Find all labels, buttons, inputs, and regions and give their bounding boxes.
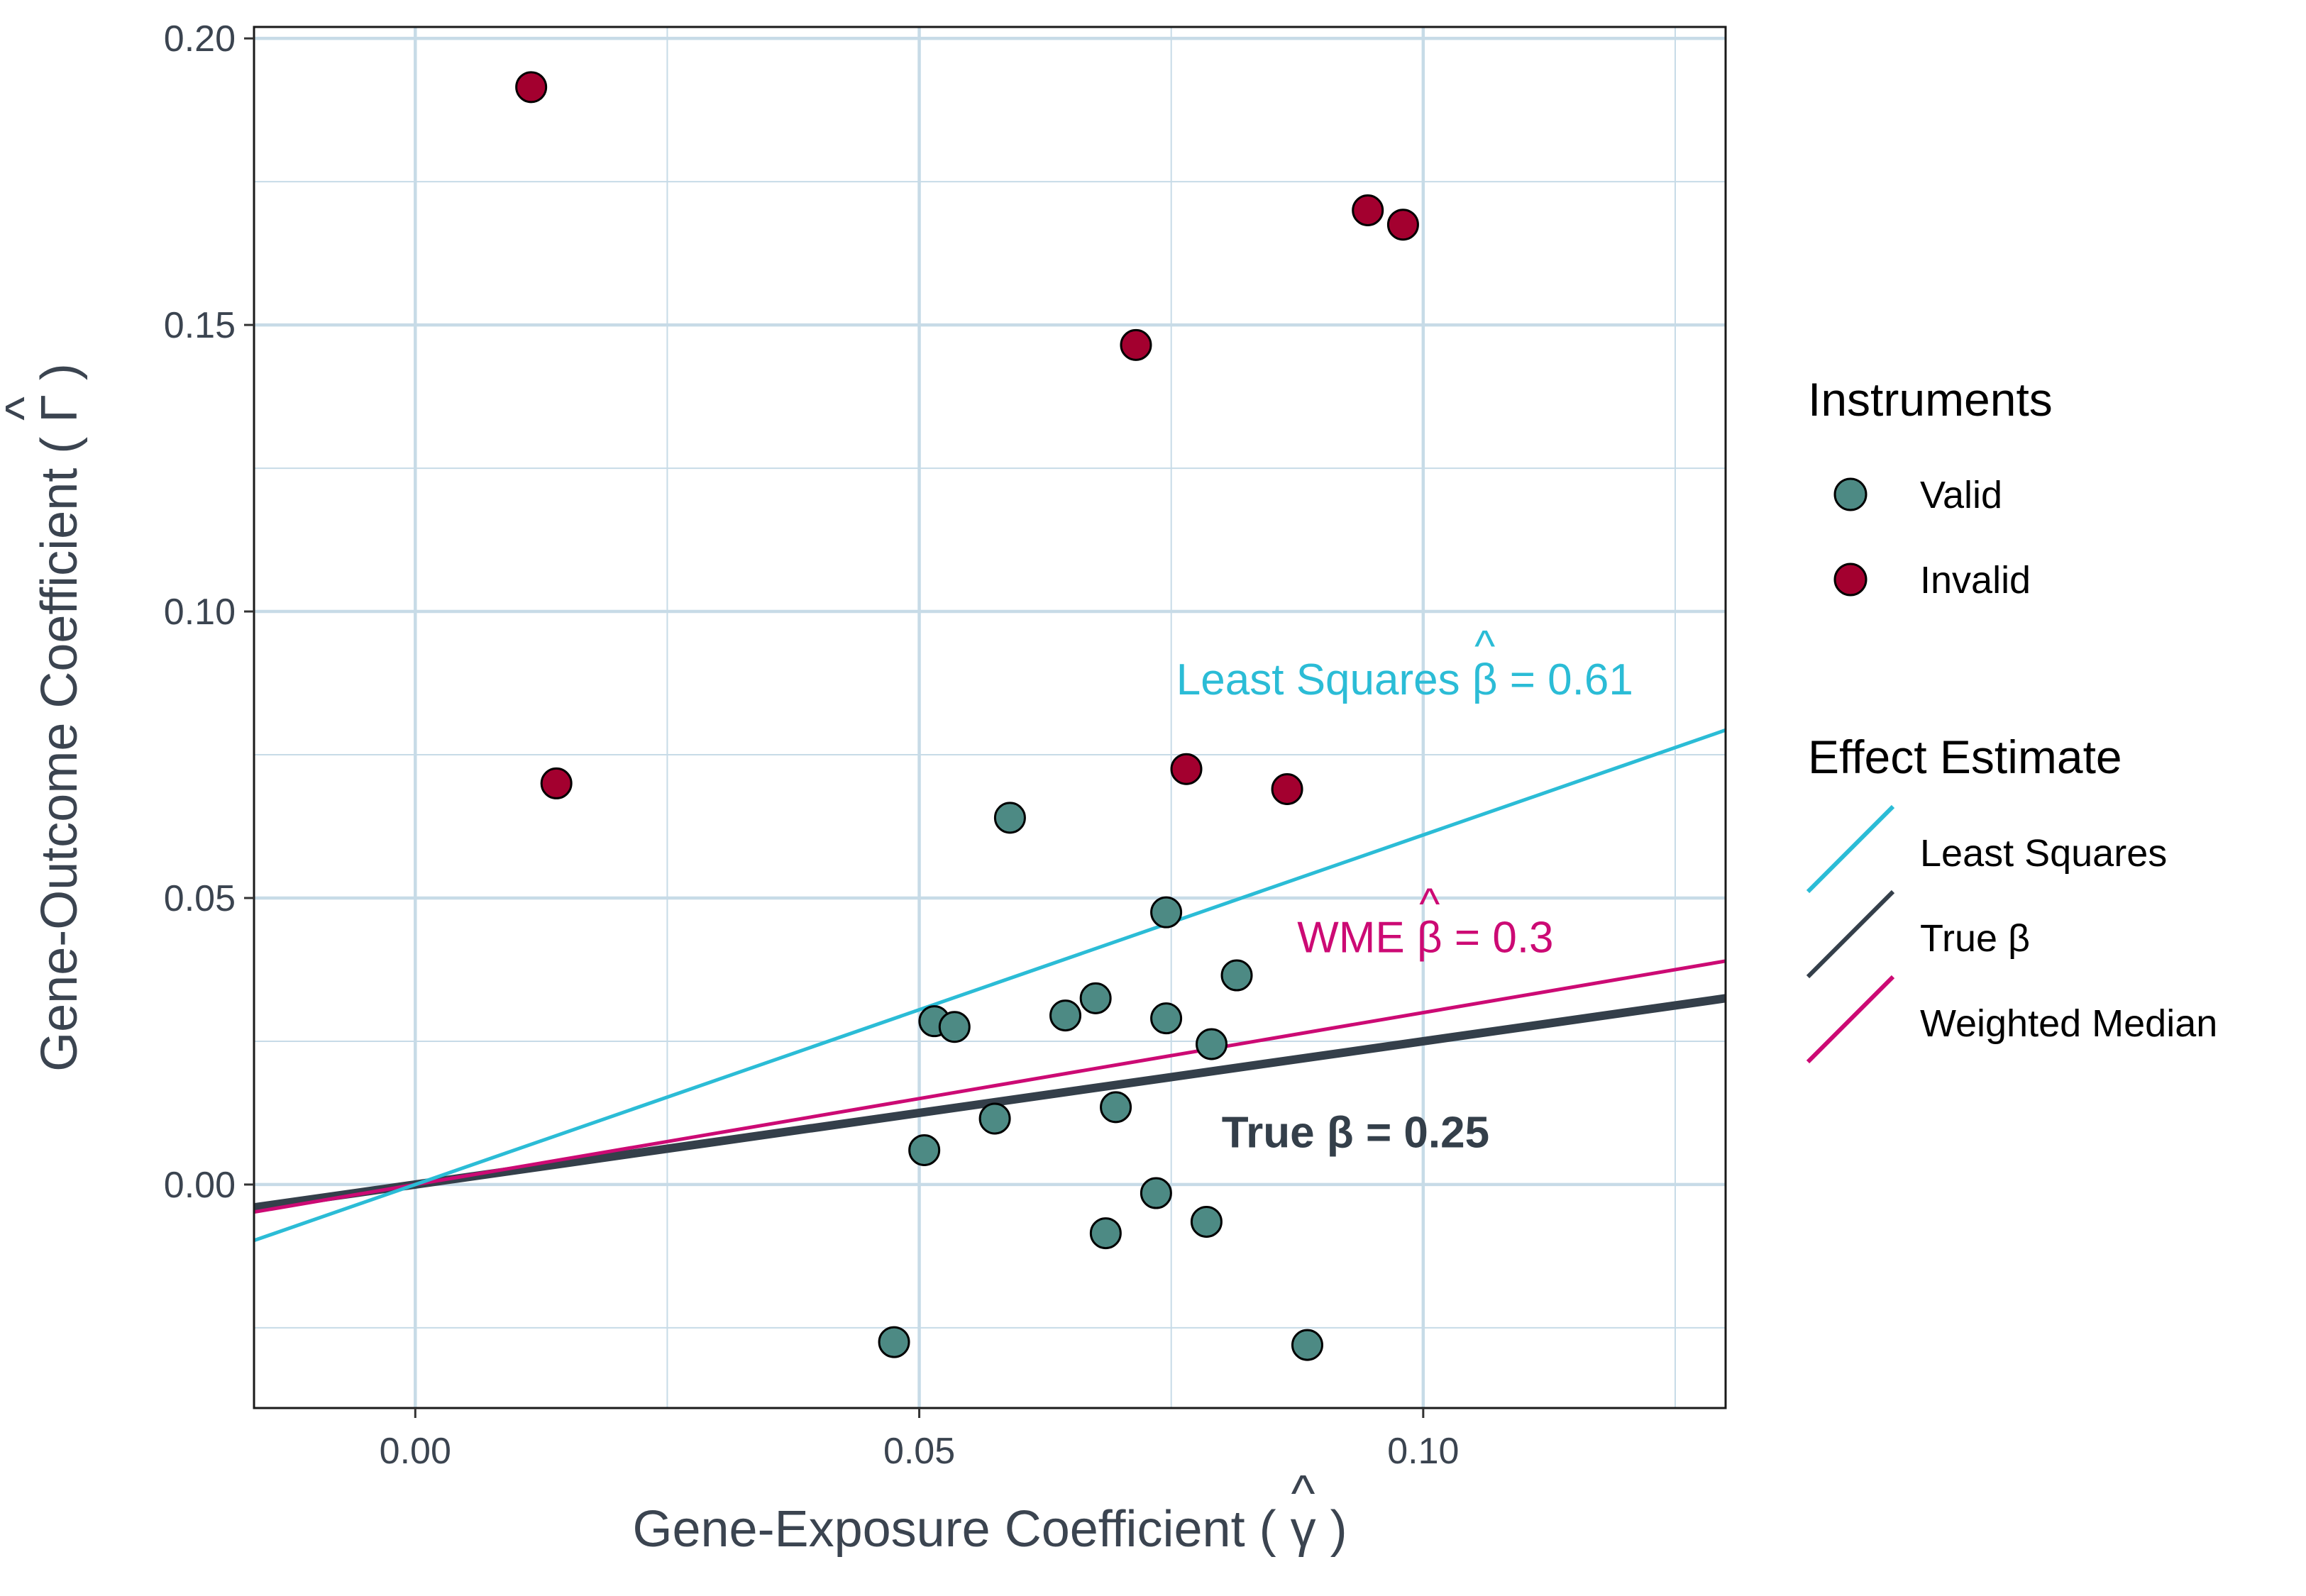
line-true-	[254, 994, 1726, 1212]
line-annotations: Least Squares β = 0.61 True β = 0.25 WME β…	[1176, 622, 1633, 1157]
annotation-weighted-median: WME β = 0.3	[1297, 914, 1553, 963]
hat-accent: ^	[1419, 880, 1440, 929]
panel-border	[253, 26, 1727, 1409]
point-valid	[938, 1011, 971, 1043]
point-invalid	[1170, 753, 1203, 785]
point-invalid	[1386, 209, 1419, 241]
legend-label-least-squares: Least Squares	[1920, 832, 2167, 875]
point-valid	[1196, 1028, 1228, 1060]
legend-label-true-: True β	[1920, 917, 2030, 960]
y-axis-title: Gene-Outcome Coefficient ( Γ )	[31, 363, 88, 1072]
y-tick-label: 0.10	[164, 592, 236, 633]
point-invalid	[540, 767, 573, 799]
y-tick-label: 0.05	[164, 878, 236, 919]
legend-key-valid	[1833, 477, 1868, 511]
point-valid	[1049, 999, 1082, 1032]
legend-instruments-title: Instruments	[1808, 373, 2053, 426]
hat-accent: ^	[1474, 622, 1495, 671]
grid-major	[254, 27, 1726, 1408]
point-valid	[1190, 1205, 1223, 1238]
y-tick-label: 0.15	[164, 305, 236, 346]
point-invalid	[1271, 772, 1303, 805]
point-valid	[1150, 896, 1183, 929]
point-invalid	[515, 71, 548, 104]
annotation-true-: True β = 0.25	[1222, 1108, 1489, 1157]
x-tick-label: 0.05	[883, 1431, 955, 1472]
regression-lines	[254, 728, 1726, 1243]
legend-effect-estimate: Effect Estimate Least Squares True β Weigh…	[1806, 731, 2217, 1064]
legend-label-invalid: Invalid	[1920, 559, 2031, 602]
point-valid	[1089, 1217, 1122, 1250]
legend-key-least-squares	[1806, 804, 1895, 894]
point-valid	[1100, 1091, 1132, 1124]
legend-key-invalid	[1833, 563, 1868, 597]
legend-instruments: Instruments Valid Invalid	[1808, 373, 2053, 602]
point-valid	[878, 1326, 910, 1358]
point-valid	[908, 1134, 941, 1166]
y-axis-ticks: 0.00 0.05 0.10 0.15 0.20	[164, 18, 254, 1206]
point-valid	[1220, 959, 1253, 992]
legend-key-weighted-median	[1806, 975, 1895, 1064]
line-least-squares	[254, 728, 1726, 1243]
point-valid	[1291, 1329, 1323, 1361]
legend-key-true-	[1806, 890, 1895, 979]
x-tick-label: 0.00	[380, 1431, 451, 1472]
hat-accent: ^	[1291, 1465, 1315, 1522]
point-valid	[993, 802, 1026, 834]
legend-label-valid: Valid	[1920, 474, 2002, 516]
x-axis-ticks: 0.00 0.05 0.10	[380, 1408, 1459, 1472]
point-invalid	[1352, 194, 1384, 227]
line-weighted-median	[254, 959, 1726, 1214]
x-axis-title: Gene-Exposure Coefficient ( γ )	[632, 1501, 1347, 1558]
y-tick-label: 0.00	[164, 1165, 236, 1206]
hat-accent: ^	[0, 397, 53, 421]
x-tick-label: 0.10	[1387, 1431, 1459, 1472]
y-tick-label: 0.20	[164, 18, 236, 60]
point-valid	[978, 1102, 1011, 1135]
legend-label-weighted-median: Weighted Median	[1920, 1002, 2217, 1045]
point-valid	[1140, 1177, 1172, 1209]
grid-minor	[254, 27, 1726, 1408]
point-valid	[1150, 1002, 1183, 1035]
point-invalid	[1120, 328, 1152, 361]
data-points	[515, 71, 1419, 1361]
point-valid	[1079, 982, 1112, 1014]
legend-effect-title: Effect Estimate	[1808, 731, 2122, 783]
annotation-least-squares: Least Squares β = 0.61	[1176, 655, 1633, 704]
